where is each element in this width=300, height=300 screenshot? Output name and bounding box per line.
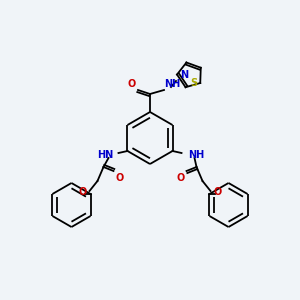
- Text: O: O: [116, 173, 124, 183]
- Text: NH: NH: [164, 79, 180, 89]
- Text: O: O: [128, 79, 136, 89]
- Text: NH: NH: [188, 150, 205, 160]
- Text: S: S: [190, 78, 197, 88]
- Text: O: O: [214, 187, 222, 197]
- Text: O: O: [78, 187, 86, 197]
- Text: N: N: [180, 70, 188, 80]
- Text: HN: HN: [97, 150, 113, 160]
- Text: O: O: [176, 173, 184, 183]
